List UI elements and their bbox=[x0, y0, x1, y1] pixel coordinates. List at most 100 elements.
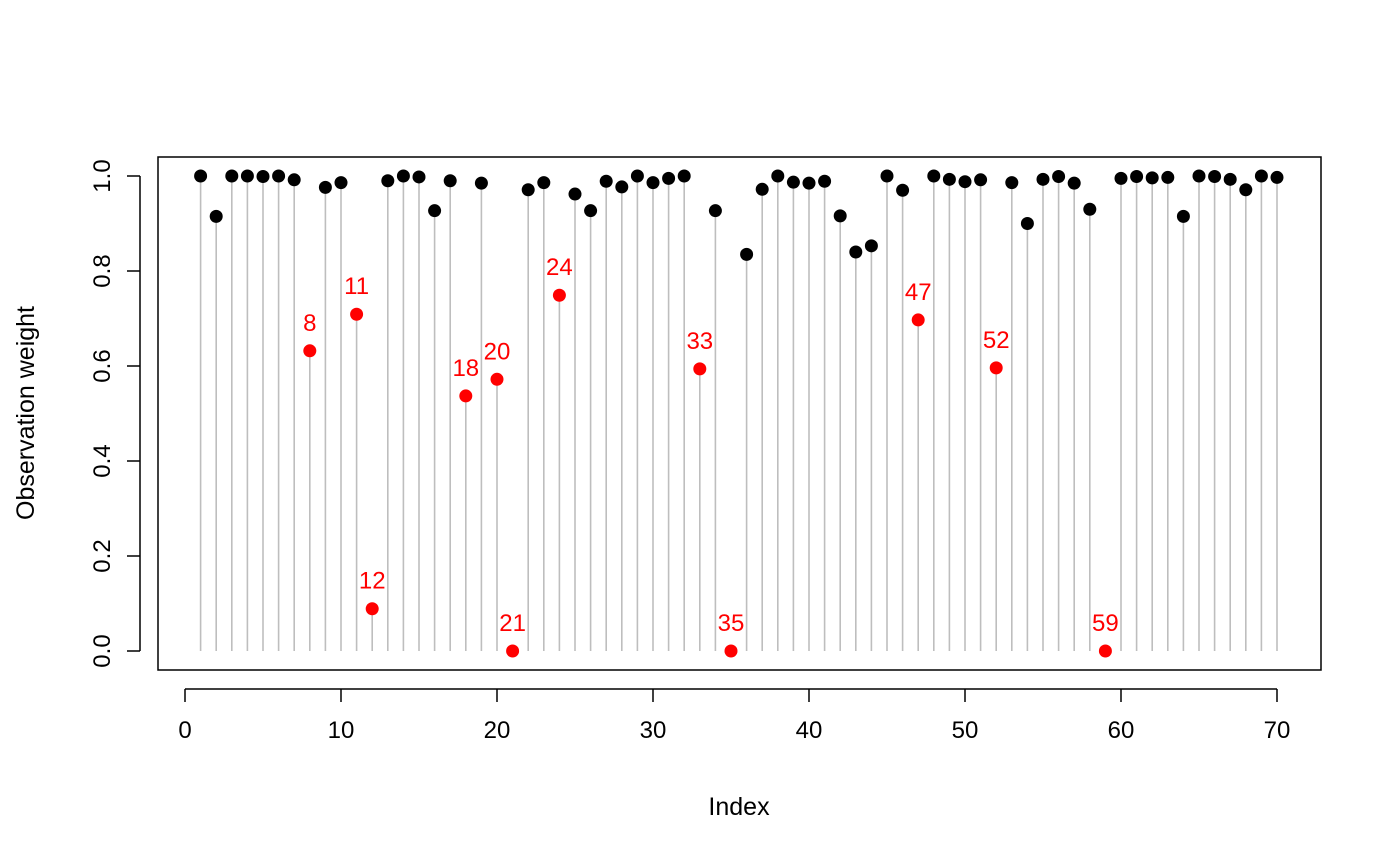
point-50 bbox=[958, 175, 972, 189]
point-label-47: 47 bbox=[905, 279, 932, 306]
x-tick-label-30: 30 bbox=[640, 717, 667, 744]
point-15 bbox=[412, 170, 426, 184]
point-layer bbox=[194, 169, 1284, 658]
y-tick-label-0.6: 0.6 bbox=[89, 349, 116, 382]
point-26 bbox=[584, 204, 598, 218]
y-tick-label-0.4: 0.4 bbox=[89, 444, 116, 477]
point-62 bbox=[1145, 171, 1159, 185]
point-68 bbox=[1239, 183, 1253, 197]
point-34 bbox=[708, 204, 722, 218]
point-16 bbox=[428, 204, 442, 218]
point-51 bbox=[974, 173, 988, 187]
point-23 bbox=[537, 176, 551, 190]
point-label-59: 59 bbox=[1092, 610, 1119, 637]
point-45 bbox=[880, 169, 894, 183]
point-25 bbox=[568, 187, 582, 201]
point-label-12: 12 bbox=[359, 568, 386, 595]
point-49 bbox=[942, 172, 956, 186]
flagged-point-59 bbox=[1098, 644, 1112, 658]
point-3 bbox=[225, 169, 239, 183]
point-28 bbox=[615, 180, 629, 194]
point-53 bbox=[1005, 176, 1019, 190]
point-55 bbox=[1036, 172, 1050, 186]
point-27 bbox=[599, 174, 613, 188]
point-65 bbox=[1192, 169, 1206, 183]
y-axis-title: Observation weight bbox=[12, 306, 40, 520]
flagged-point-11 bbox=[350, 307, 364, 321]
point-label-18: 18 bbox=[452, 355, 479, 382]
point-44 bbox=[864, 239, 878, 253]
x-tick-label-70: 70 bbox=[1264, 717, 1291, 744]
point-37 bbox=[755, 182, 769, 196]
flagged-point-20 bbox=[490, 372, 504, 386]
flagged-point-12 bbox=[365, 602, 379, 616]
point-46 bbox=[896, 183, 910, 197]
flagged-point-33 bbox=[693, 362, 707, 376]
point-17 bbox=[443, 174, 457, 188]
point-30 bbox=[646, 176, 660, 190]
flagged-point-47 bbox=[911, 313, 925, 327]
x-axis-title: Index bbox=[708, 793, 770, 821]
point-63 bbox=[1161, 170, 1175, 184]
flagged-point-35 bbox=[724, 644, 738, 658]
point-label-52: 52 bbox=[983, 327, 1010, 354]
point-2 bbox=[209, 209, 223, 223]
point-61 bbox=[1130, 169, 1144, 183]
y-axis: 0.0 0.2 0.4 0.6 0.8 1.0 bbox=[89, 159, 141, 668]
x-tick-label-10: 10 bbox=[328, 717, 355, 744]
point-label-24: 24 bbox=[546, 254, 573, 281]
point-10 bbox=[334, 176, 348, 190]
y-tick-label-0.2: 0.2 bbox=[89, 539, 116, 572]
point-40 bbox=[802, 176, 816, 190]
flagged-point-21 bbox=[506, 644, 520, 658]
point-66 bbox=[1208, 169, 1222, 183]
point-label-33: 33 bbox=[686, 328, 713, 355]
point-56 bbox=[1052, 169, 1066, 183]
point-label-21: 21 bbox=[499, 610, 526, 637]
flagged-point-52 bbox=[989, 361, 1003, 375]
point-29 bbox=[630, 169, 644, 183]
x-tick-label-0: 0 bbox=[178, 717, 191, 744]
x-tick-label-50: 50 bbox=[952, 717, 979, 744]
point-13 bbox=[381, 174, 395, 188]
point-70 bbox=[1270, 170, 1284, 184]
point-67 bbox=[1223, 172, 1237, 186]
point-43 bbox=[849, 245, 863, 259]
y-tick-label-0.8: 0.8 bbox=[89, 254, 116, 287]
point-6 bbox=[272, 169, 286, 183]
point-label-11: 11 bbox=[344, 273, 369, 300]
point-22 bbox=[521, 183, 535, 197]
point-14 bbox=[396, 169, 410, 183]
point-5 bbox=[256, 169, 270, 183]
point-54 bbox=[1020, 217, 1034, 230]
point-57 bbox=[1067, 176, 1081, 190]
point-69 bbox=[1254, 169, 1268, 183]
point-60 bbox=[1114, 171, 1128, 185]
point-7 bbox=[287, 173, 301, 187]
point-48 bbox=[927, 169, 941, 183]
flagged-point-24 bbox=[552, 288, 566, 302]
plot-frame bbox=[157, 156, 1322, 671]
point-19 bbox=[474, 176, 488, 190]
point-9 bbox=[318, 180, 332, 194]
stem-layer bbox=[199, 176, 1278, 651]
point-42 bbox=[833, 209, 847, 223]
point-label-8: 8 bbox=[303, 310, 316, 337]
point-label-20: 20 bbox=[484, 338, 511, 365]
point-38 bbox=[771, 169, 785, 183]
point-36 bbox=[740, 247, 754, 261]
point-31 bbox=[662, 171, 676, 185]
point-58 bbox=[1083, 202, 1097, 216]
point-39 bbox=[786, 175, 800, 189]
flagged-point-18 bbox=[459, 389, 473, 403]
point-label-35: 35 bbox=[718, 610, 745, 637]
x-axis: 0 10 20 30 40 50 60 70 bbox=[178, 688, 1291, 744]
y-tick-label-1.0: 1.0 bbox=[89, 159, 116, 192]
point-64 bbox=[1176, 209, 1190, 223]
point-41 bbox=[818, 174, 832, 188]
flagged-point-8 bbox=[303, 344, 317, 358]
x-tick-label-40: 40 bbox=[796, 717, 823, 744]
point-1 bbox=[194, 169, 208, 183]
